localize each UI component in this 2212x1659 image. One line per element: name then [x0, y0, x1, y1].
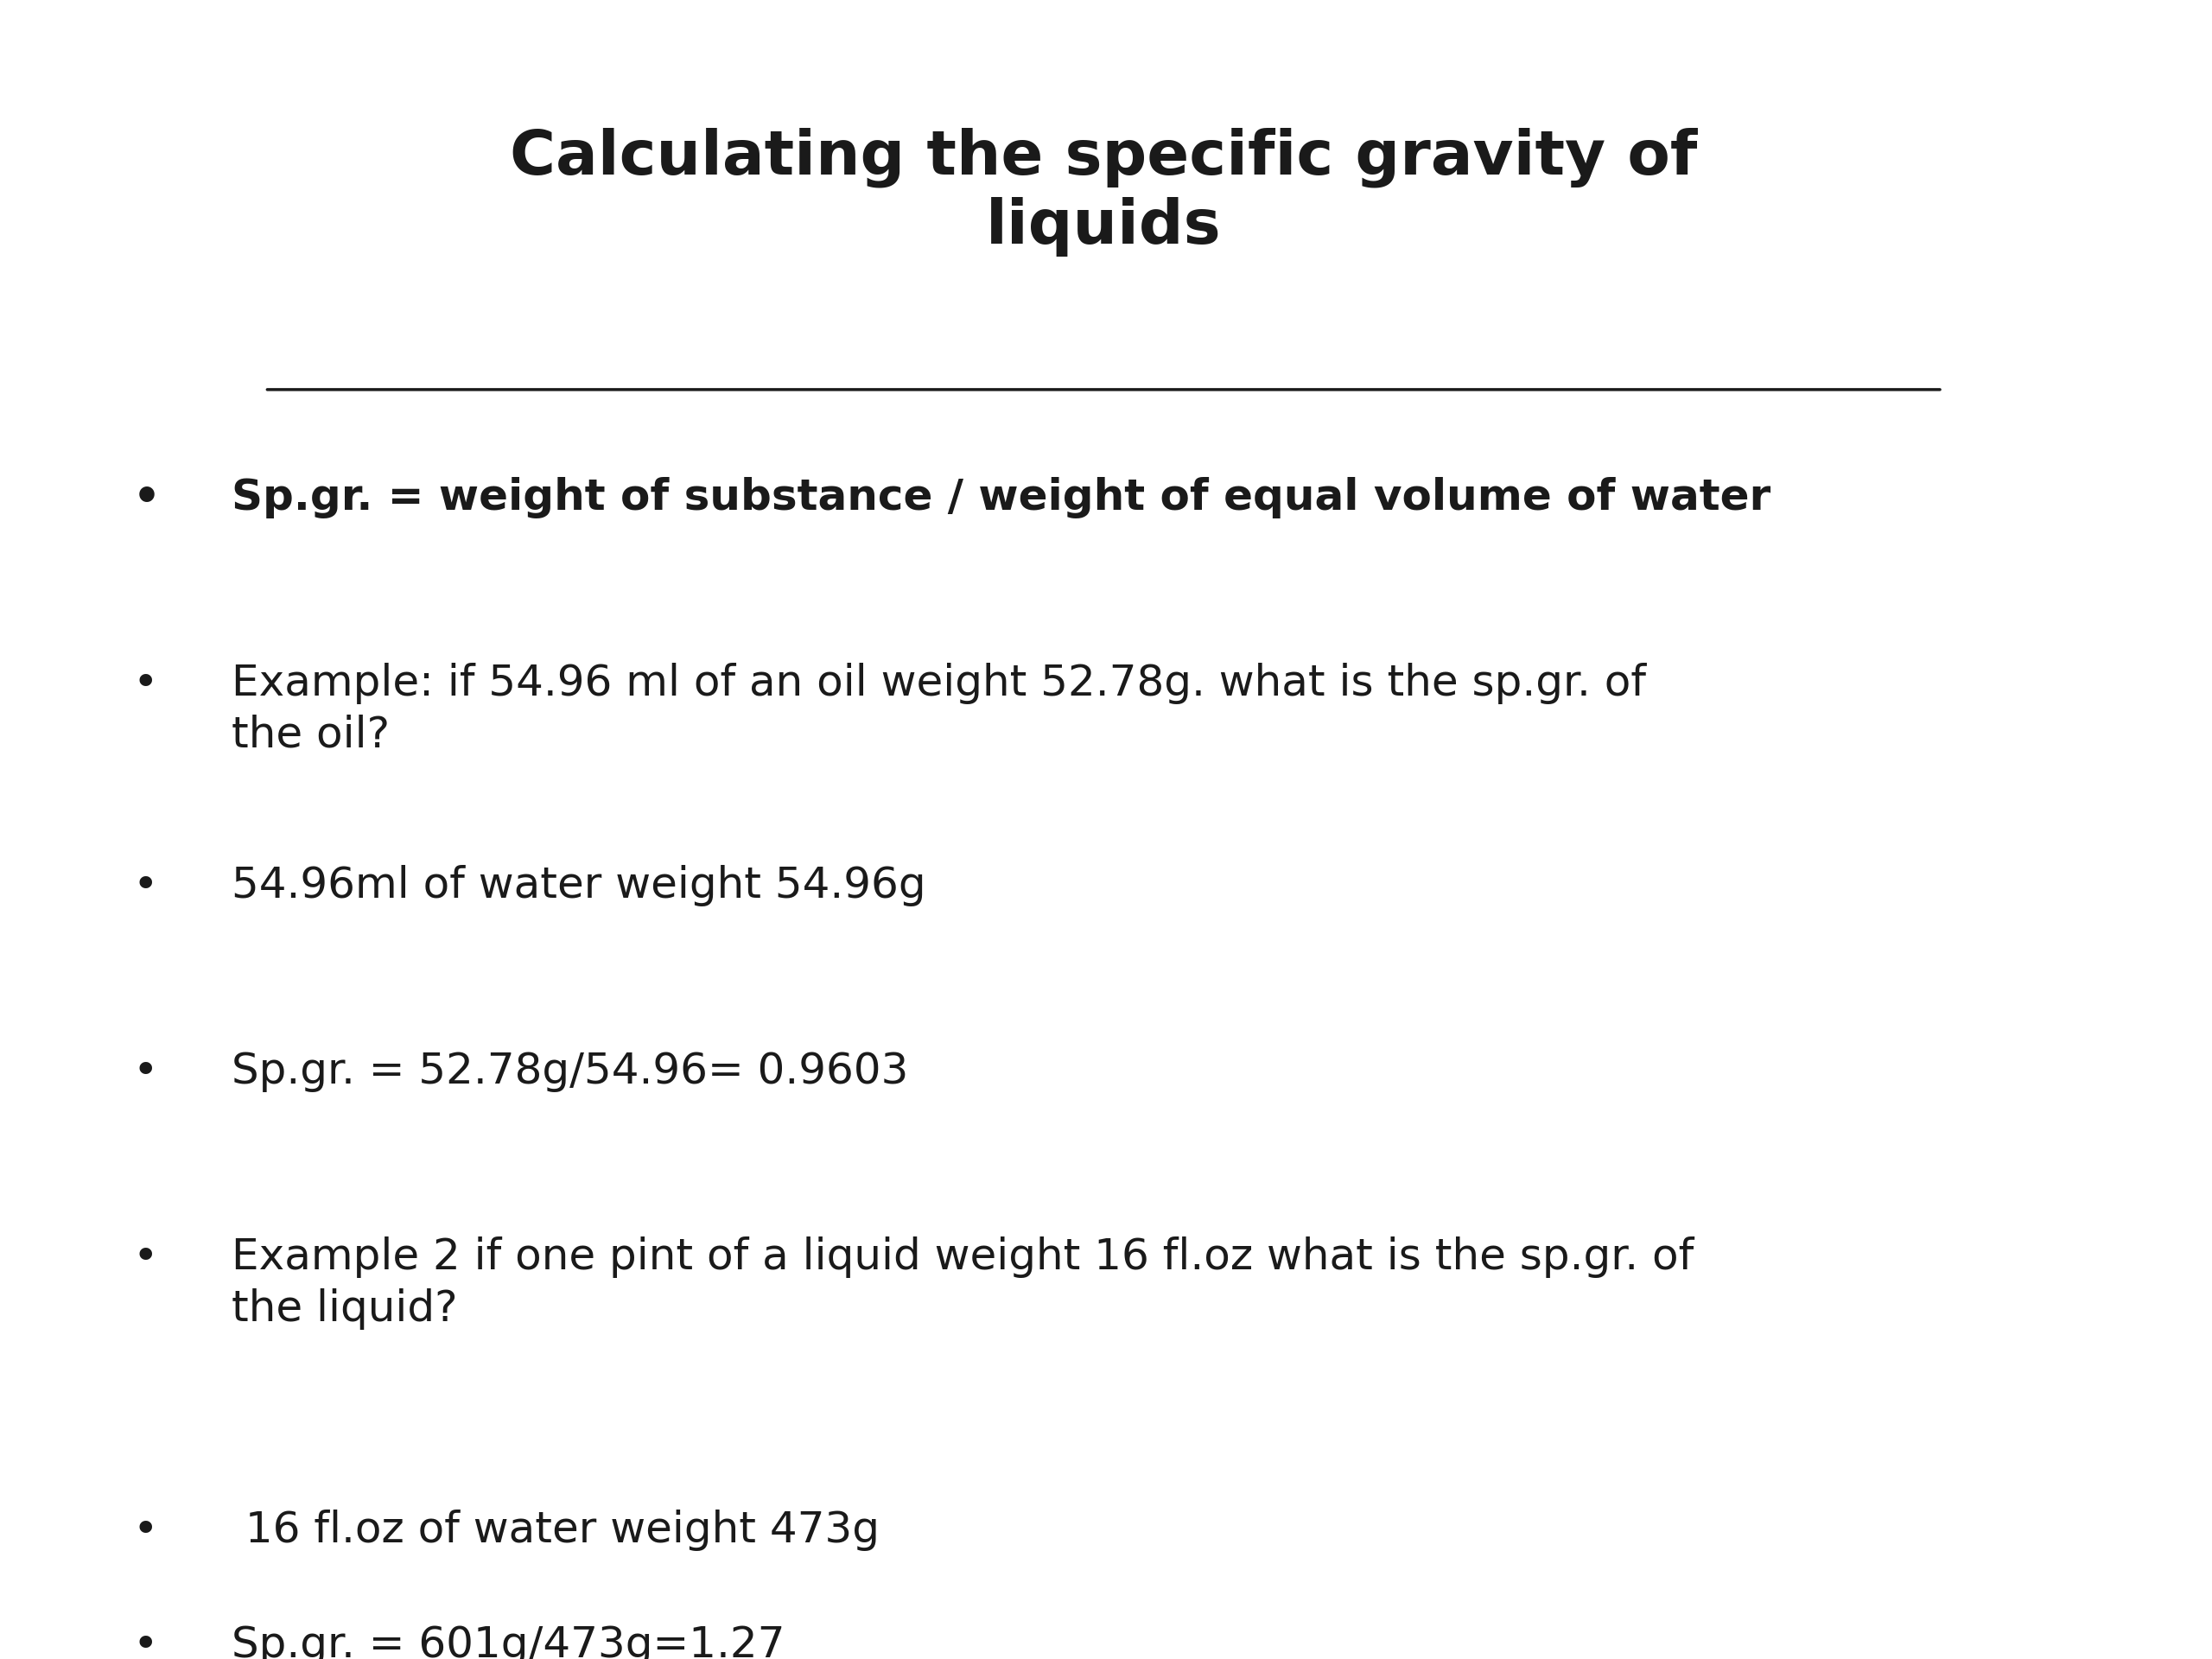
Text: •: • — [133, 478, 159, 519]
Text: 54.96ml of water weight 54.96g: 54.96ml of water weight 54.96g — [232, 864, 927, 906]
Text: •: • — [133, 1236, 157, 1277]
Text: Sp.gr. = weight of substance / weight of equal volume of water: Sp.gr. = weight of substance / weight of… — [232, 478, 1772, 519]
Text: •: • — [133, 664, 157, 705]
Text: •: • — [133, 1510, 157, 1551]
Text: •: • — [133, 864, 157, 906]
Text: 16 fl.oz of water weight 473g: 16 fl.oz of water weight 473g — [232, 1510, 880, 1551]
Text: Example: if 54.96 ml of an oil weight 52.78g. what is the sp.gr. of
the oil?: Example: if 54.96 ml of an oil weight 52… — [232, 664, 1646, 757]
Text: •: • — [133, 1050, 157, 1092]
Text: Calculating the specific gravity of
liquids: Calculating the specific gravity of liqu… — [509, 128, 1697, 255]
Text: Sp.gr. = 52.78g/54.96= 0.9603: Sp.gr. = 52.78g/54.96= 0.9603 — [232, 1050, 909, 1092]
Text: Example 2 if one pint of a liquid weight 16 fl.oz what is the sp.gr. of
the liqu: Example 2 if one pint of a liquid weight… — [232, 1236, 1694, 1329]
Text: Sp.gr. = 601g/473g=1.27: Sp.gr. = 601g/473g=1.27 — [232, 1624, 785, 1659]
Text: •: • — [133, 1624, 157, 1659]
